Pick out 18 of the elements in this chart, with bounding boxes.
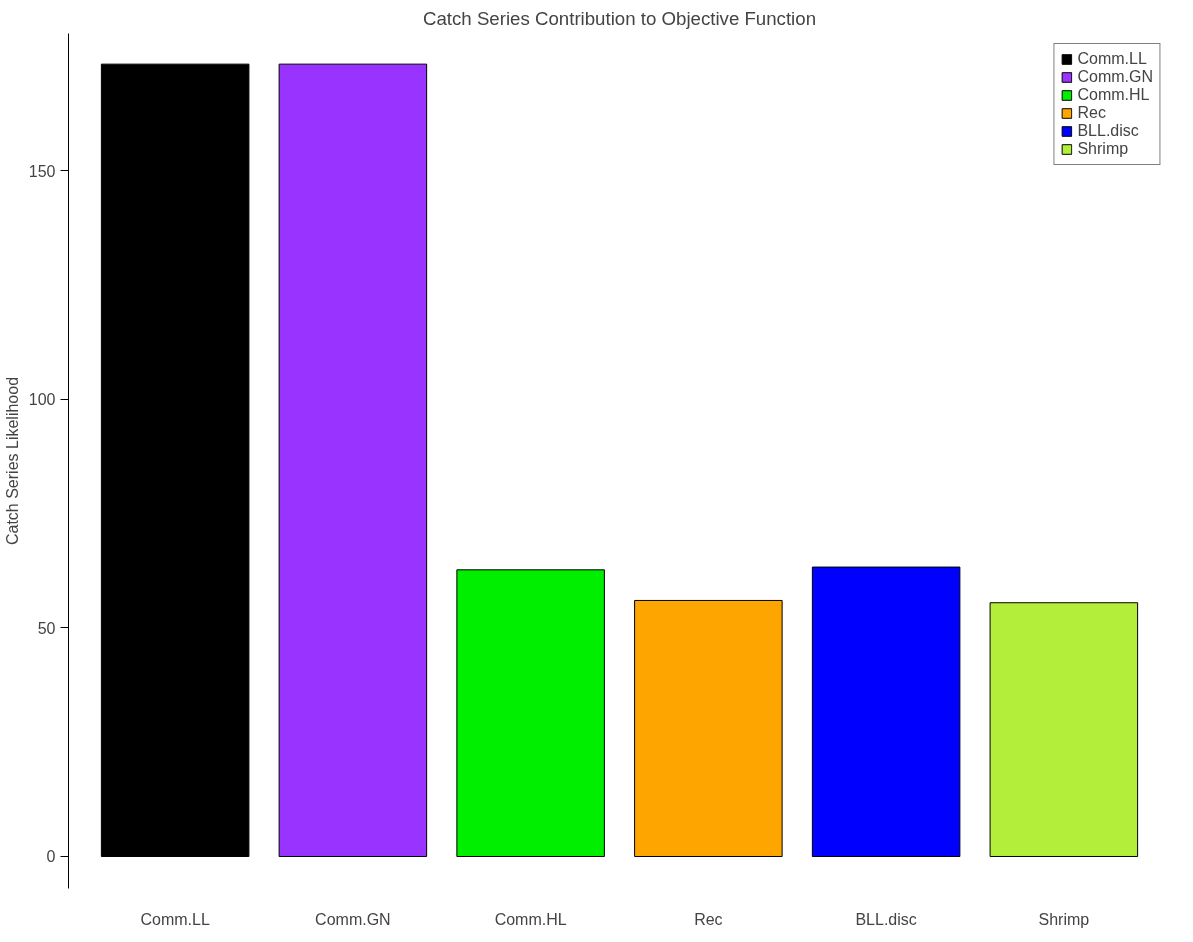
chart-title: Catch Series Contribution to Objective Function [422,7,817,29]
x-tick-label: Comm.HL [494,910,567,928]
y-tick-label: 100 [28,391,56,409]
legend-label: Comm.HL [1077,86,1150,104]
x-tick-label: Rec [694,910,723,928]
x-tick-label: BLL.disc [855,910,917,928]
legend-label: Comm.LL [1077,50,1147,68]
legend-label: BLL.disc [1077,122,1139,140]
x-tick-label: Comm.GN [315,910,391,928]
legend-label: Rec [1077,104,1106,122]
legend-label: Comm.GN [1077,68,1153,86]
x-tick-label: Comm.LL [140,910,210,928]
y-tick-label: 50 [37,619,56,637]
legend-label: Shrimp [1077,140,1129,158]
y-axis-title: Catch Series Likelihood [3,376,21,546]
y-tick-label: 0 [46,848,56,866]
x-tick-label: Shrimp [1038,910,1090,928]
y-tick-label: 150 [28,162,56,180]
